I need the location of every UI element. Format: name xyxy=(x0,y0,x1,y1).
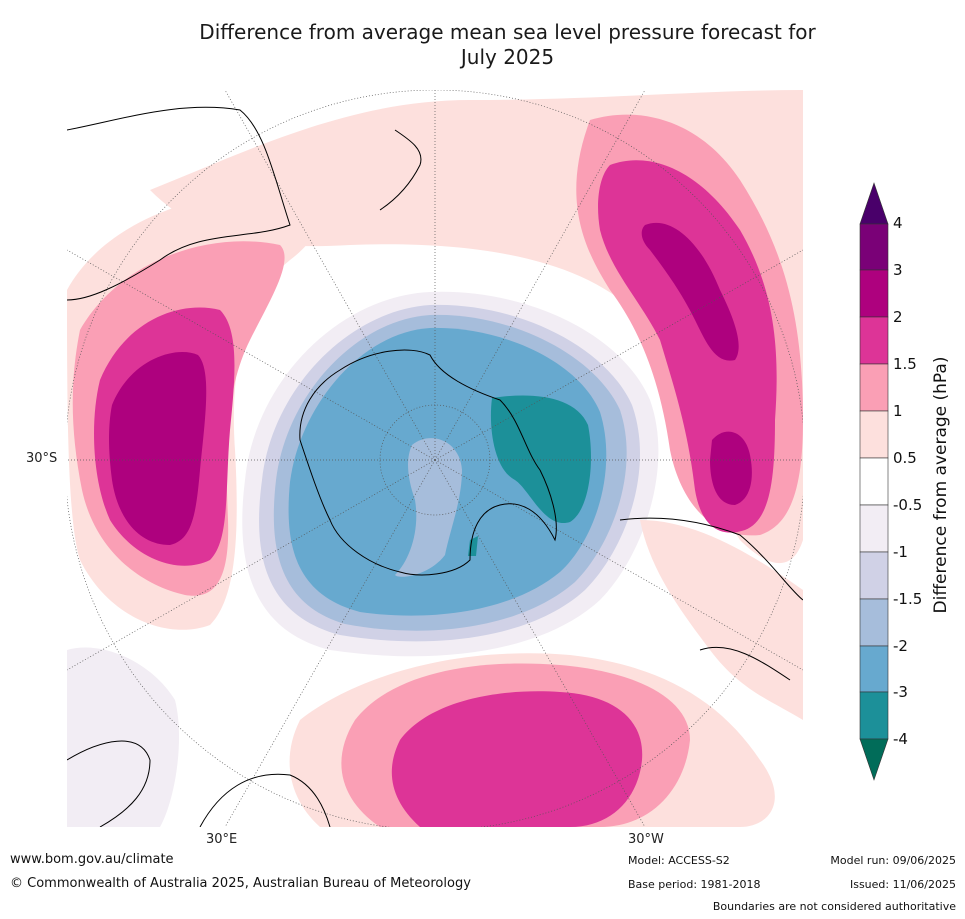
colorbar-band-1_5-2 xyxy=(859,316,889,365)
colorbar-tick: -0.5 xyxy=(893,496,923,514)
coastlines xyxy=(67,106,803,827)
colorbar-band-neutral xyxy=(859,457,889,506)
anomaly-neg-3-region xyxy=(490,395,591,524)
colorbar-band-0_5-1 xyxy=(859,410,889,459)
colorbar-tick: 0.5 xyxy=(893,449,917,467)
footer-website: www.bom.gov.au/climate xyxy=(10,852,174,867)
anomaly-neg-0_5-lowerleft xyxy=(67,647,180,827)
gridlines xyxy=(67,90,803,827)
title-line-2: July 2025 xyxy=(460,45,555,69)
colorbar-bottom-triangle xyxy=(859,738,889,781)
footer-model-run: Model run: 09/06/2025 xyxy=(830,854,956,867)
antarctica-coast xyxy=(299,349,557,576)
colorbar-band-2-3 xyxy=(859,269,889,318)
colorbar-tick: -1.5 xyxy=(893,590,923,608)
map-title: Difference from average mean sea level p… xyxy=(0,20,965,70)
south-america-coast-2 xyxy=(699,646,791,681)
new-zealand-coast xyxy=(379,129,422,211)
south-america-coast xyxy=(619,517,803,601)
colorbar-label: Difference from average (hPa) xyxy=(931,356,951,614)
colorbar-band-neg1-neg1_5 xyxy=(859,551,889,600)
footer-base-period: Base period: 1981-2018 xyxy=(628,878,761,891)
colorbar-tick: -3 xyxy=(893,683,908,701)
lon-label-30w: 30°W xyxy=(628,832,664,847)
anomaly-pos-0_5-east xyxy=(640,520,803,720)
anomaly-pos-2-east-lower xyxy=(710,431,752,505)
colorbar-top-triangle xyxy=(859,182,889,225)
colorbar-tick: -1 xyxy=(893,543,908,561)
colorbar-band-neg2-neg3 xyxy=(859,645,889,693)
title-line-1: Difference from average mean sea level p… xyxy=(199,20,816,44)
anomaly-neg-1_5-inner xyxy=(395,438,462,577)
anomaly-pos-1_5-south xyxy=(391,691,643,827)
colorbar-band-neg3-neg4 xyxy=(859,691,889,740)
map-area xyxy=(67,90,803,827)
colorbar-band-neg0_5-neg1 xyxy=(859,504,889,553)
colorbar-tick: 2 xyxy=(893,308,903,326)
footer-issued: Issued: 11/06/2025 xyxy=(849,878,956,891)
colorbar-band-3-4 xyxy=(859,223,889,271)
colorbar-band-1-1_5 xyxy=(859,363,889,412)
colorbar-tick: 1 xyxy=(893,402,903,420)
colorbar-band-neg1_5-neg2 xyxy=(859,598,889,647)
africa-coast-2 xyxy=(199,773,331,827)
africa-coast xyxy=(67,740,151,827)
footer-copyright: © Commonwealth of Australia 2025, Austra… xyxy=(10,876,471,891)
colorbar-tick: 3 xyxy=(893,261,903,279)
anomaly-pos-2-east xyxy=(641,222,739,361)
colorbar-tick: -2 xyxy=(893,637,908,655)
footer-model: Model: ACCESS-S2 xyxy=(628,854,730,867)
colorbar-tick: 1.5 xyxy=(893,355,917,373)
colorbar-tick: -4 xyxy=(893,730,908,748)
anomaly-pos-2-west xyxy=(109,352,207,545)
australia-coast xyxy=(67,106,291,301)
footer-disclaimer: Boundaries are not considered authoritat… xyxy=(712,900,956,913)
lat-label-30s: 30°S xyxy=(26,451,58,466)
colorbar-tick: 4 xyxy=(893,214,903,232)
lon-label-30e: 30°E xyxy=(206,832,238,847)
colorbar xyxy=(859,182,889,781)
